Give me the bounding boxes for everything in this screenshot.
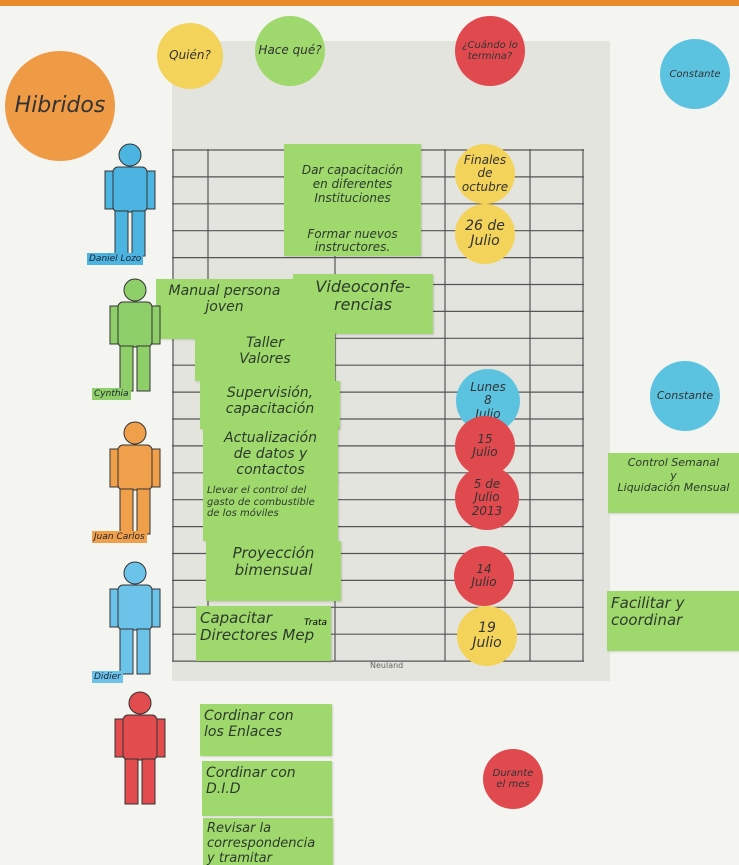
brand: Neuland <box>370 661 404 670</box>
header-circle: Hace qué? <box>255 16 325 86</box>
date-circle: 5 de Julio 2013 <box>455 466 519 530</box>
header-circle: ¿Cuándo lo termina? <box>455 16 525 86</box>
person-name: Daniel Lozo <box>87 253 144 265</box>
task: Manual persona joven <box>156 279 293 339</box>
task: Videoconfe- rencias <box>293 274 433 334</box>
date-circle: 26 de Julio <box>455 204 515 264</box>
header-circle: Constante <box>660 39 730 109</box>
right-note: Facilitar y coordinar <box>607 591 739 651</box>
task: Capacitar Directores Mep <box>196 606 331 661</box>
person-name: Juan Carlos <box>92 531 147 543</box>
title-circle: Hibridos <box>5 51 115 161</box>
date-circle: 19 Julio <box>457 606 517 666</box>
task: Trata <box>304 618 328 628</box>
person-figure <box>109 421 161 535</box>
right-note: Control Semanal y Liquidación Mensual <box>608 453 739 513</box>
task: Actualización de datos y contactos <box>203 426 338 483</box>
task: Llevar el control del gasto de combustib… <box>203 481 338 541</box>
person-figure <box>104 143 156 257</box>
header-circle: Quién? <box>157 23 223 89</box>
task: Cordinar con los Enlaces <box>200 704 332 756</box>
person-figure <box>109 278 161 392</box>
person-name: Didier <box>92 671 123 683</box>
task: Cordinar con D.I.D <box>202 761 332 816</box>
person-figure <box>109 561 161 675</box>
task: Dar capacitación en diferentes Instituci… <box>301 163 404 205</box>
right-circle: Constante <box>650 361 720 431</box>
person-name: Cynthia <box>92 388 131 400</box>
task: Revisar la correspondencia y tramitar <box>203 818 333 865</box>
note-group: Dar capacitación en diferentes Instituci… <box>284 144 421 256</box>
task: Taller Valores <box>195 331 335 381</box>
task: Proyección bimensual <box>206 541 341 601</box>
person-figure <box>114 691 166 805</box>
date-circle: Finales de octubre <box>455 144 515 204</box>
task: Supervisión, capacitación <box>200 381 340 429</box>
date-circle: 14 Julio <box>454 546 514 606</box>
date-circle: Durante el mes <box>483 749 543 809</box>
task: Formar nuevos instructores. <box>307 226 398 255</box>
